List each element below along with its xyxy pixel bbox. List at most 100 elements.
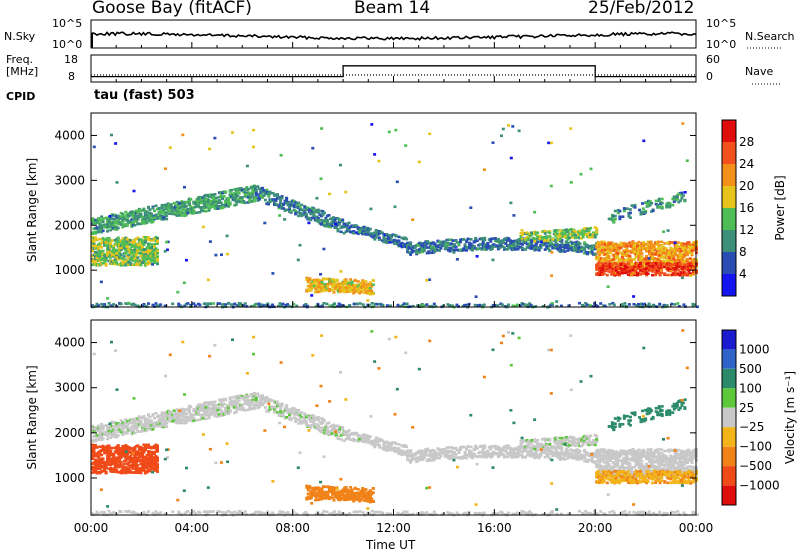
velocity-panel-cell bbox=[107, 424, 111, 427]
power-panel-cell bbox=[314, 280, 318, 284]
power-panel-cell bbox=[218, 195, 221, 199]
velocity-panel-cell bbox=[98, 445, 102, 449]
power-panel-cell bbox=[630, 259, 633, 262]
power-panel-cell bbox=[113, 258, 117, 261]
freq-line bbox=[91, 65, 696, 78]
power-panel-cell bbox=[471, 244, 475, 248]
power-panel-cell bbox=[664, 253, 668, 256]
power-panel-cell bbox=[657, 199, 661, 203]
power-panel-cell bbox=[618, 209, 622, 213]
power-panel-cell bbox=[252, 145, 255, 149]
power-panel-cell bbox=[341, 218, 345, 222]
power-panel-cell bbox=[339, 230, 343, 234]
power-panel-cell bbox=[151, 206, 155, 210]
velocity-panel-cell bbox=[106, 431, 110, 434]
power-panel-cell bbox=[108, 214, 112, 218]
power-panel-cell bbox=[587, 230, 591, 234]
power-panel-cell bbox=[163, 304, 167, 308]
power-panel-cell bbox=[196, 204, 200, 208]
power-panel-cell bbox=[554, 240, 558, 244]
power-panel-cell bbox=[582, 305, 586, 308]
velocity-panel-cell bbox=[133, 447, 137, 450]
power-panel-cell bbox=[640, 257, 644, 260]
power-panel-cell bbox=[549, 184, 553, 188]
power-panel-cell bbox=[128, 219, 132, 223]
velocity-panel-cell bbox=[119, 471, 123, 475]
power-panel-cell bbox=[281, 302, 285, 306]
power-panel-cell bbox=[639, 213, 643, 216]
power-panel-cell bbox=[670, 247, 674, 251]
power-panel-cell bbox=[301, 209, 305, 212]
velocity-panel-cell bbox=[97, 424, 100, 428]
power-panel-cell bbox=[675, 260, 679, 263]
power-panel-cell bbox=[401, 304, 405, 307]
power-panel-cell bbox=[569, 127, 573, 130]
power-panel-cell bbox=[613, 217, 617, 221]
power-panel-cell bbox=[140, 305, 144, 308]
power-panel-cell bbox=[586, 227, 590, 231]
power-panel-cell bbox=[116, 219, 120, 222]
power-panel-cell bbox=[325, 224, 329, 228]
power-panel-cell bbox=[199, 198, 203, 202]
power-panel-cell bbox=[127, 302, 131, 305]
power-panel-cell bbox=[428, 278, 432, 281]
power-panel-cell bbox=[529, 303, 533, 307]
power-panel-cell bbox=[627, 214, 631, 218]
power-panel-cell bbox=[680, 276, 684, 280]
velocity-panel-cell bbox=[145, 466, 149, 469]
power-panel-cell bbox=[616, 266, 620, 270]
velocity-panel-cell bbox=[154, 455, 158, 458]
power-panel-cell bbox=[587, 229, 591, 232]
velocity-panel-cell bbox=[148, 415, 152, 419]
power-panel-cell bbox=[637, 267, 641, 270]
power-panel-cell bbox=[131, 210, 135, 214]
velocity-panel-cell bbox=[143, 447, 147, 451]
power-panel-cell bbox=[633, 206, 637, 209]
power-panel-cell bbox=[220, 253, 223, 256]
power-panel-cell bbox=[243, 201, 247, 205]
power-panel-cell bbox=[687, 245, 691, 249]
power-panel-cell bbox=[626, 264, 630, 267]
power-panel-cell bbox=[131, 259, 135, 263]
power-panel-cell bbox=[307, 216, 311, 220]
power-panel-cell bbox=[445, 244, 449, 248]
power-panel-cell bbox=[454, 239, 458, 243]
power-panel-cell bbox=[436, 245, 440, 249]
power-panel-cell bbox=[350, 230, 354, 234]
power-panel-cell bbox=[495, 244, 499, 247]
power-panel-cell bbox=[181, 208, 185, 212]
power-panel-cell bbox=[501, 127, 505, 131]
power-panel-cell bbox=[651, 209, 655, 213]
power-panel-cell bbox=[322, 221, 326, 224]
velocity-panel-cell bbox=[97, 467, 100, 470]
power-panel-cell bbox=[620, 303, 624, 306]
velocity-panel-cell bbox=[92, 430, 96, 433]
power-panel-cell bbox=[98, 223, 102, 226]
power-panel-cell bbox=[622, 207, 626, 210]
power-panel-cell bbox=[119, 246, 123, 250]
power-panel-cell bbox=[583, 247, 587, 251]
power-panel-cell bbox=[427, 250, 431, 253]
power-panel-cell bbox=[177, 208, 181, 212]
power-panel-cell bbox=[373, 234, 377, 238]
power-panel-cell bbox=[339, 226, 343, 230]
power-panel-cell bbox=[326, 277, 330, 281]
power-panel-cell bbox=[667, 242, 671, 246]
power-panel-cell bbox=[593, 235, 597, 239]
power-panel-cell bbox=[631, 268, 635, 271]
power-panel-cell bbox=[454, 245, 458, 249]
power-panel-cell bbox=[531, 236, 535, 240]
power-panel-cell bbox=[676, 245, 680, 248]
power-panel-cell bbox=[512, 242, 515, 246]
power-panel-cell bbox=[119, 211, 123, 215]
power-panel-cell bbox=[377, 232, 381, 235]
velocity-panel-cell bbox=[91, 457, 94, 460]
power-panel-cell bbox=[205, 197, 209, 201]
power-panel-cell bbox=[234, 193, 238, 196]
velocity-panel-cell bbox=[97, 471, 100, 475]
power-panel-cell bbox=[639, 210, 643, 214]
power-panel-cell bbox=[335, 279, 339, 283]
power-panel-cell bbox=[545, 245, 549, 248]
power-panel-cell bbox=[673, 270, 677, 273]
power-panel-cell bbox=[459, 240, 462, 243]
